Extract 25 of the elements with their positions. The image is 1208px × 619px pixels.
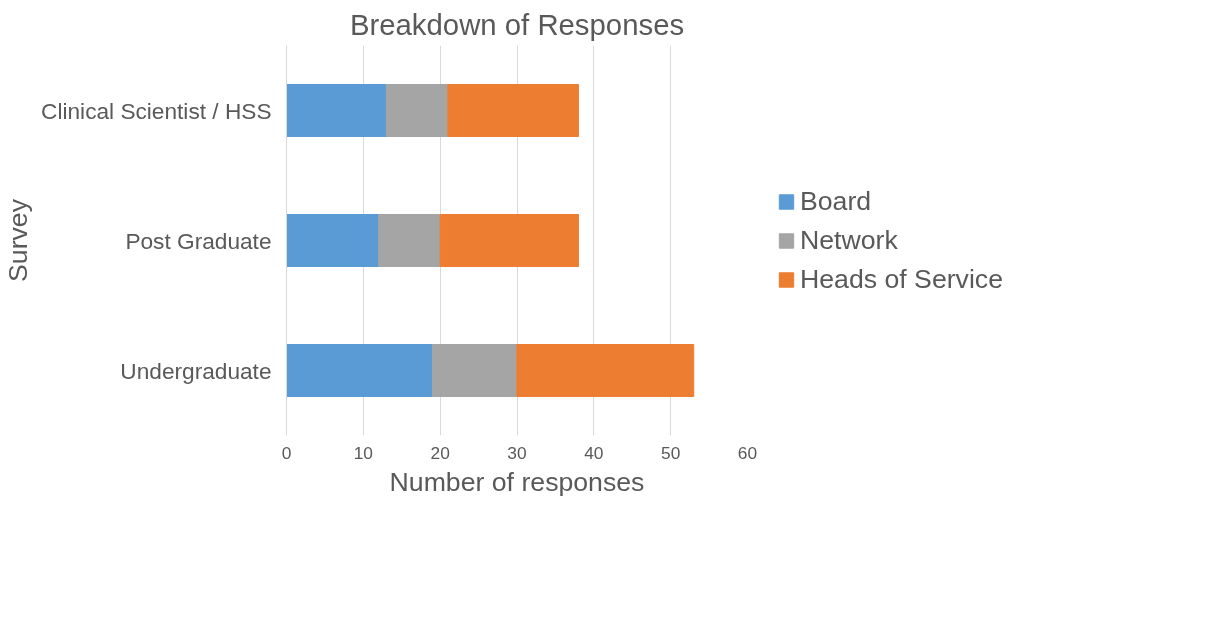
legend-label: Board <box>800 185 872 217</box>
y-tick-label: Post Graduate <box>125 227 272 254</box>
x-tick-label: 0 <box>281 442 292 463</box>
y-tick-label: Clinical Scientist / HSS <box>41 97 272 124</box>
x-tick-label: 40 <box>584 442 604 463</box>
legend-label: Heads of Service <box>800 263 1003 295</box>
bar <box>385 84 449 137</box>
x-tick-label: 20 <box>430 442 450 463</box>
bar <box>431 344 518 397</box>
chart-title: Breakdown of Responses <box>349 7 685 41</box>
bar <box>286 214 380 267</box>
bar <box>439 214 579 267</box>
legend-label: Network <box>800 224 898 256</box>
y-axis-title: Survey <box>3 198 34 282</box>
x-axis-title: Number of responses <box>389 466 645 497</box>
x-tick-label: 30 <box>507 442 527 463</box>
x-tick-label: 60 <box>737 442 758 463</box>
x-tick-label: 10 <box>353 442 373 463</box>
x-tick-label: 50 <box>661 442 681 463</box>
bar <box>286 344 433 397</box>
bar <box>516 344 695 397</box>
bar <box>286 84 387 137</box>
bar <box>447 84 579 137</box>
bar <box>378 214 441 267</box>
y-tick-label: Undergraduate <box>120 357 272 384</box>
